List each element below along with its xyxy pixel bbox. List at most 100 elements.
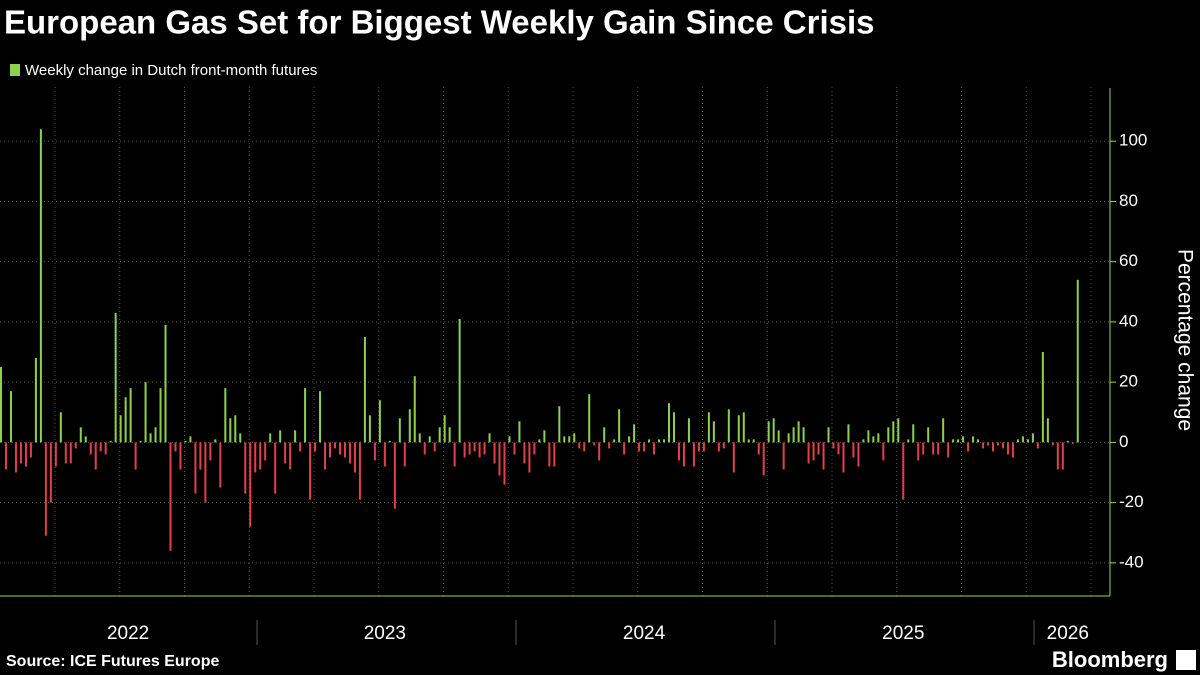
bar — [822, 442, 825, 470]
bar — [667, 403, 670, 443]
bar — [692, 442, 695, 467]
bar — [289, 442, 292, 470]
bar — [1051, 442, 1054, 446]
bar — [772, 418, 775, 443]
bar — [94, 442, 97, 470]
bar — [872, 436, 875, 443]
legend-label: Weekly change in Dutch front-month futur… — [25, 62, 317, 79]
bar — [932, 442, 935, 455]
bar — [663, 439, 666, 443]
bar — [742, 412, 745, 443]
bar — [513, 442, 516, 455]
bar — [269, 433, 272, 443]
bar — [717, 442, 720, 452]
bar — [54, 442, 57, 467]
bar — [1036, 442, 1039, 449]
bar — [992, 442, 995, 452]
bar — [39, 129, 42, 443]
bar — [284, 442, 287, 464]
bar — [139, 440, 142, 443]
legend-swatch — [10, 64, 20, 76]
bar — [174, 442, 177, 452]
bar — [762, 442, 765, 476]
bar — [104, 442, 107, 455]
bar — [677, 442, 680, 461]
bar — [653, 442, 656, 455]
bar — [1011, 442, 1014, 458]
bar — [239, 433, 242, 443]
bar — [608, 442, 611, 449]
bar — [812, 442, 815, 461]
bar — [448, 427, 451, 443]
bar — [428, 436, 431, 443]
bar — [737, 415, 740, 443]
bar — [707, 412, 710, 443]
bar — [917, 442, 920, 461]
bar — [942, 418, 945, 443]
bar — [458, 318, 461, 443]
bar — [902, 442, 905, 500]
y-tick-label: 40 — [1119, 311, 1138, 330]
bar — [752, 439, 755, 443]
bar — [319, 391, 322, 443]
bar — [1046, 418, 1049, 443]
bar — [353, 442, 356, 473]
bar — [194, 442, 197, 494]
bar — [294, 430, 297, 443]
bar — [892, 421, 895, 443]
bar — [413, 376, 416, 443]
bar — [523, 442, 526, 464]
bar — [423, 442, 426, 455]
bar — [358, 442, 361, 500]
bar — [952, 439, 955, 443]
bar — [1021, 436, 1024, 443]
bar — [224, 388, 227, 443]
bar — [927, 427, 930, 443]
bar — [583, 442, 586, 452]
bar — [259, 442, 262, 470]
bar — [712, 421, 715, 443]
bar — [199, 442, 202, 470]
bar — [204, 442, 207, 503]
bar — [1066, 440, 1069, 443]
bar — [533, 442, 536, 455]
bar — [847, 424, 850, 443]
bar — [922, 442, 925, 455]
bar — [503, 442, 506, 485]
bar — [234, 415, 237, 443]
bar — [279, 430, 282, 443]
bar — [119, 415, 122, 443]
bar — [348, 442, 351, 464]
bar — [44, 442, 47, 536]
bar — [14, 442, 17, 473]
bar — [603, 427, 606, 443]
bar — [977, 439, 980, 443]
bar — [623, 442, 626, 455]
bar — [493, 442, 496, 464]
bar — [722, 442, 725, 449]
bar — [373, 442, 376, 461]
bar — [329, 442, 332, 458]
bar — [1016, 439, 1019, 443]
bar — [578, 442, 581, 449]
bar — [882, 442, 885, 461]
bar — [79, 427, 82, 443]
bar — [59, 412, 62, 443]
bar — [468, 442, 471, 455]
bar — [538, 439, 541, 443]
y-tick-label: 60 — [1119, 251, 1138, 270]
bar — [244, 442, 247, 494]
y-tick-label: -40 — [1119, 552, 1144, 571]
bar — [638, 442, 641, 452]
bar — [129, 388, 132, 443]
bar — [648, 439, 651, 443]
x-tick-label: 2024 — [623, 623, 666, 644]
bar — [618, 409, 621, 443]
bar — [488, 433, 491, 443]
bar — [314, 442, 317, 452]
bar — [89, 442, 92, 455]
bar — [837, 442, 840, 455]
bar — [593, 442, 596, 446]
bar — [229, 418, 232, 443]
y-tick-label: 20 — [1119, 372, 1138, 391]
